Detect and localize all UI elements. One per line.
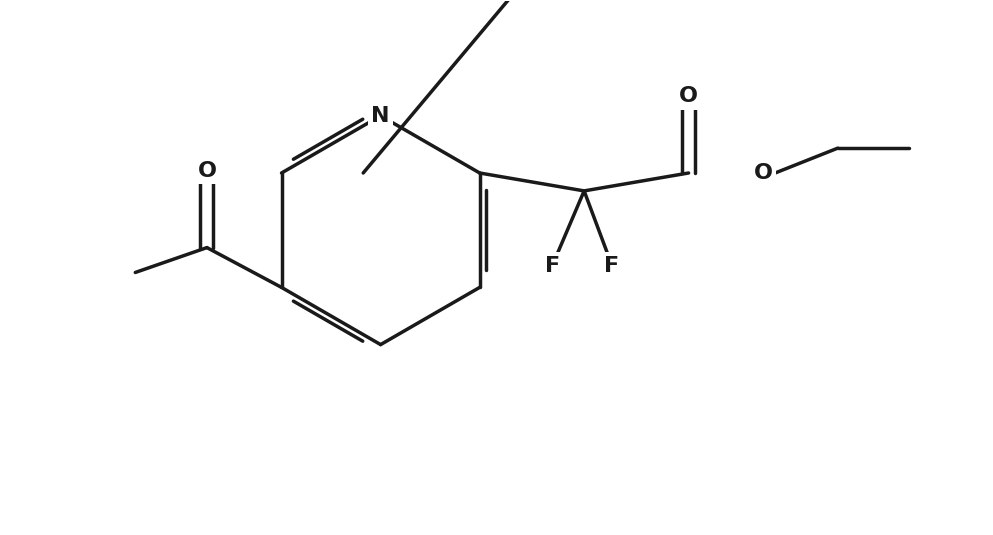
Text: F: F [605, 256, 620, 276]
Text: O: O [198, 161, 216, 181]
Text: O: O [754, 163, 773, 183]
Text: F: F [545, 256, 560, 276]
Text: N: N [371, 106, 390, 126]
Text: O: O [679, 86, 698, 106]
